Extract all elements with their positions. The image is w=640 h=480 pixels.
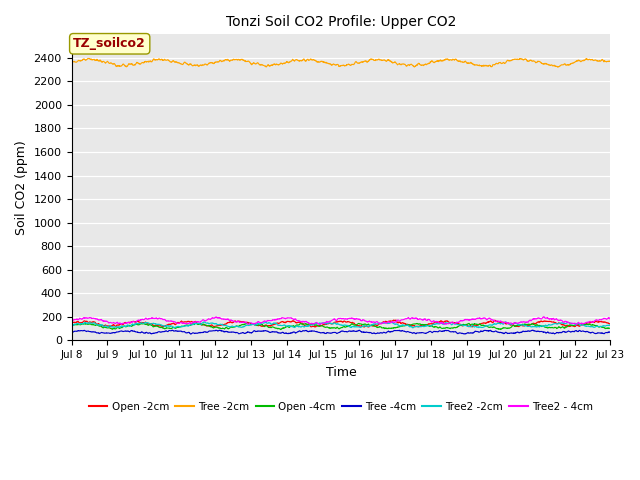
X-axis label: Time: Time — [326, 365, 356, 379]
Open -4cm — [559, 324, 567, 330]
Tree2 -2cm — [502, 319, 509, 324]
Tree2 - 4cm — [218, 316, 226, 322]
Tree -4cm — [356, 328, 364, 334]
Tree2 -2cm — [574, 321, 582, 326]
Open -2cm — [498, 319, 506, 325]
Line: Tree2 -2cm: Tree2 -2cm — [72, 322, 611, 328]
Open -4cm — [192, 320, 200, 326]
Open -4cm — [369, 322, 376, 328]
Tree2 - 4cm — [212, 314, 220, 320]
Text: TZ_soilco2: TZ_soilco2 — [74, 37, 146, 50]
Line: Tree2 - 4cm: Tree2 - 4cm — [72, 317, 611, 325]
Tree -4cm — [369, 331, 376, 336]
Tree2 - 4cm — [498, 319, 506, 324]
Tree -4cm — [187, 331, 195, 337]
Tree -2cm — [369, 57, 376, 62]
Tree2 - 4cm — [573, 322, 580, 328]
Open -4cm — [357, 321, 365, 327]
Tree -4cm — [607, 329, 614, 335]
Tree2 -2cm — [368, 322, 376, 328]
Title: Tonzi Soil CO2 Profile: Upper CO2: Tonzi Soil CO2 Profile: Upper CO2 — [226, 15, 456, 29]
Open -4cm — [218, 326, 226, 332]
Tree -4cm — [529, 327, 537, 333]
Tree -2cm — [218, 59, 226, 64]
Tree -2cm — [607, 59, 614, 64]
Tree2 -2cm — [218, 322, 226, 327]
Tree -2cm — [356, 60, 364, 65]
Open -2cm — [574, 323, 582, 328]
Open -2cm — [68, 321, 76, 327]
Tree2 -2cm — [68, 322, 76, 328]
Tree2 -2cm — [409, 325, 417, 331]
Line: Tree -4cm: Tree -4cm — [72, 330, 611, 334]
Tree2 -2cm — [356, 324, 364, 330]
Tree -2cm — [411, 64, 419, 70]
Open -2cm — [369, 323, 376, 329]
Tree -2cm — [498, 60, 506, 66]
Open -4cm — [277, 327, 285, 333]
Tree -4cm — [498, 330, 506, 336]
Tree2 -2cm — [607, 322, 614, 328]
Line: Open -4cm: Open -4cm — [72, 323, 611, 330]
Open -4cm — [607, 325, 614, 331]
Tree2 - 4cm — [68, 320, 76, 325]
Tree -2cm — [68, 60, 76, 65]
Tree -4cm — [218, 328, 226, 334]
Legend: Open -2cm, Tree -2cm, Open -4cm, Tree -4cm, Tree2 -2cm, Tree2 - 4cm: Open -2cm, Tree -2cm, Open -4cm, Tree -4… — [84, 397, 597, 416]
Tree -2cm — [559, 62, 567, 68]
Tree2 - 4cm — [607, 316, 614, 322]
Tree -4cm — [574, 328, 582, 334]
Tree2 - 4cm — [356, 317, 364, 323]
Line: Open -2cm: Open -2cm — [72, 320, 611, 327]
Open -2cm — [364, 324, 372, 330]
Open -4cm — [68, 322, 76, 327]
Open -4cm — [574, 322, 582, 327]
Tree -2cm — [574, 57, 582, 63]
Open -4cm — [498, 326, 506, 332]
Open -2cm — [390, 317, 397, 323]
Open -2cm — [559, 322, 567, 328]
Tree -4cm — [68, 330, 76, 336]
Tree2 -2cm — [559, 321, 567, 326]
Tree -4cm — [559, 329, 567, 335]
Open -2cm — [607, 321, 614, 327]
Line: Tree -2cm: Tree -2cm — [72, 59, 611, 67]
Tree2 - 4cm — [574, 320, 582, 325]
Tree2 - 4cm — [369, 320, 376, 325]
Open -2cm — [218, 322, 226, 327]
Tree2 -2cm — [498, 320, 506, 326]
Y-axis label: Soil CO2 (ppm): Soil CO2 (ppm) — [15, 140, 28, 235]
Tree -2cm — [85, 56, 93, 61]
Tree2 - 4cm — [559, 319, 567, 325]
Open -2cm — [356, 323, 364, 329]
